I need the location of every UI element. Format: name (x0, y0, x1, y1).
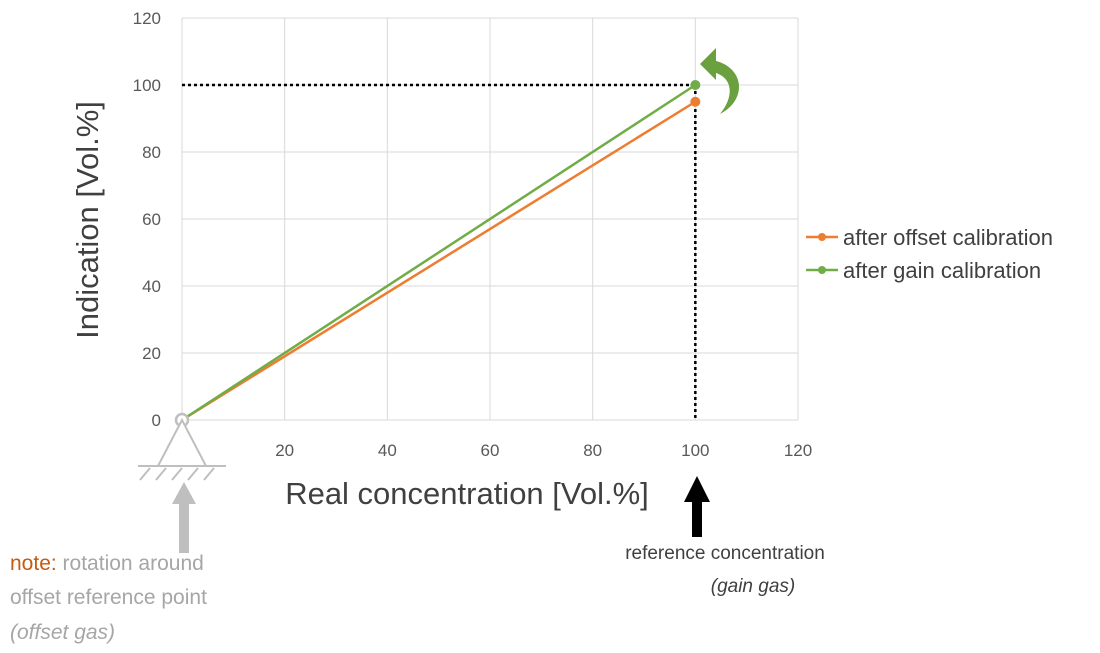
x-axis-title: Real concentration [Vol.%] (285, 476, 649, 511)
legend-label: after gain calibration (843, 258, 1041, 283)
legend-swatch-marker (818, 266, 826, 274)
offset-arrow-icon (172, 482, 196, 553)
x-tick-label: 40 (378, 441, 397, 460)
y-tick-label: 20 (142, 344, 161, 363)
series-group (174, 80, 701, 428)
x-tick-label: 120 (784, 441, 812, 460)
pivot-support-icon (138, 417, 226, 481)
x-tick-label: 100 (681, 441, 709, 460)
series-line-0 (181, 100, 696, 422)
y-tick-label: 60 (142, 210, 161, 229)
y-tick-label: 120 (133, 9, 161, 28)
y-axis-title: Indication [Vol.%] (70, 101, 105, 339)
note-line-3: (offset gas) (10, 621, 115, 644)
note-line-2: offset reference point (10, 586, 207, 609)
y-tick-label: 80 (142, 143, 161, 162)
y-tick-label: 100 (133, 76, 161, 95)
note-text-1: rotation around (57, 552, 204, 575)
note-annotation: note: rotation around offset reference p… (10, 552, 207, 644)
data-point (690, 96, 701, 107)
legend-label: after offset calibration (843, 225, 1053, 250)
x-tick-label: 80 (583, 441, 602, 460)
data-point (690, 80, 701, 90)
series-line-1 (181, 83, 697, 422)
curved-arrow-icon (700, 48, 740, 114)
note-label: note: (10, 552, 57, 575)
reference-line-1: reference concentration (625, 543, 825, 564)
note-line-1: note: rotation around (10, 552, 204, 575)
y-tick-label: 0 (152, 411, 161, 430)
reference-line-2: (gain gas) (711, 576, 796, 597)
legend-swatch-marker (818, 233, 826, 241)
x-tick-label: 20 (275, 441, 294, 460)
legend: after offset calibration after gain calib… (806, 225, 1053, 283)
tick-labels: 020406080100120020406080100120 (133, 9, 813, 460)
x-tick-label: 60 (481, 441, 500, 460)
reference-arrow-icon (684, 476, 710, 537)
reference-annotation: reference concentration (gain gas) (625, 543, 825, 597)
y-tick-label: 40 (142, 277, 161, 296)
